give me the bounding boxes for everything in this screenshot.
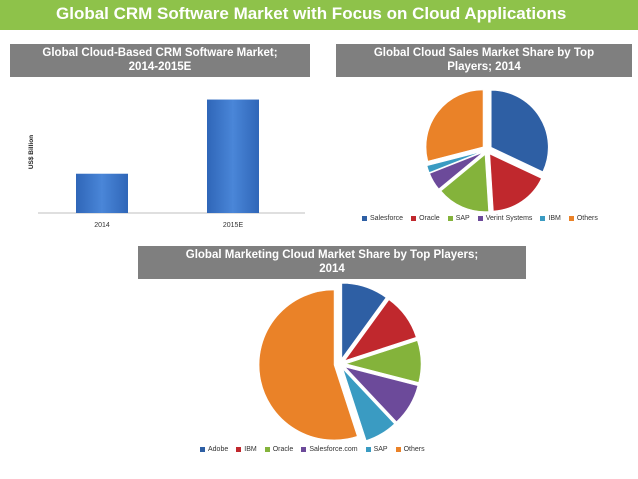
page-title: Global CRM Software Market with Focus on… <box>56 4 567 23</box>
legend-label: Salesforce.com <box>309 446 358 453</box>
title-banner: Global CRM Software Market with Focus on… <box>0 0 638 30</box>
sales-pie-slice-others <box>425 89 484 162</box>
marketing-pie-slice-adobe <box>341 282 387 360</box>
bar-chart-title: Global Cloud-Based CRM Software Market; … <box>10 44 310 77</box>
legend-swatch <box>447 216 453 221</box>
legend-item: Adobe <box>200 446 228 453</box>
legend-item: Salesforce.com <box>301 446 358 453</box>
legend-item: Oracle <box>264 446 294 453</box>
legend-item: Verint Systems <box>477 215 533 222</box>
sales-pie-slice-verint-systems <box>429 152 483 190</box>
bar-chart-title-line1: Global Cloud-Based CRM Software Market; <box>42 47 278 59</box>
bar-chart-title-line2: 2014-2015E <box>128 61 192 73</box>
legend-label: Others <box>403 446 425 453</box>
sales-pie-slice-oracle <box>489 153 542 212</box>
bar-tick-label: 2014 <box>94 222 110 229</box>
legend-swatch <box>264 447 270 452</box>
legend-swatch <box>477 216 483 221</box>
legend-label: IBM <box>244 446 257 453</box>
sales-pie-title: Global Cloud Sales Market Share by Top P… <box>336 44 632 77</box>
legend-swatch <box>236 447 242 452</box>
marketing-pie-slice-salesforce-com <box>344 366 419 423</box>
legend-item: SAP <box>365 446 388 453</box>
legend-swatch <box>568 216 574 221</box>
bar-2014 <box>76 173 128 213</box>
legend-item: Oracle <box>411 215 440 222</box>
marketing-pie-slice-sap <box>342 368 395 441</box>
legend-swatch <box>540 216 546 221</box>
legend-label: Others <box>576 215 598 222</box>
marketing-pie-title: Global Marketing Cloud Market Share by T… <box>138 246 526 279</box>
bar-2015E <box>207 99 259 213</box>
legend-item: Others <box>568 215 598 222</box>
sales-pie-title-line2: Players; 2014 <box>447 61 521 73</box>
legend-label: IBM <box>548 215 561 222</box>
sales-pie-legend: Salesforce Oracle SAP Verint Systems IBM Othe… <box>362 215 606 222</box>
legend-swatch <box>395 447 401 452</box>
legend-swatch <box>200 447 205 452</box>
marketing-pie-title-line1: Global Marketing Cloud Market Share by T… <box>185 249 479 261</box>
legend-item: IBM <box>236 446 257 453</box>
legend-label: SAP <box>373 446 388 453</box>
legend-item: Others <box>395 446 425 453</box>
legend-swatch <box>411 216 417 221</box>
marketing-pie-slice-ibm <box>344 299 417 362</box>
sales-pie-slice-salesforce <box>490 90 549 172</box>
legend-item: Salesforce <box>362 215 403 222</box>
marketing-pie-slice-oracle <box>344 340 422 383</box>
sales-pie-slice-ibm <box>426 151 483 173</box>
legend-item: SAP <box>447 215 470 222</box>
legend-label: Salesforce <box>370 215 404 222</box>
sales-pie-slice-sap <box>440 153 489 212</box>
legend-label: Oracle <box>272 446 294 453</box>
marketing-pie-slice-others <box>258 289 358 441</box>
marketing-pie-legend: Adobe IBM Oracle Salesforce.com SAP Others <box>200 446 433 453</box>
bar-tick-label: 2015E <box>223 222 244 229</box>
legend-swatch <box>365 447 371 452</box>
legend-swatch <box>301 447 307 452</box>
sales-pie-title-line1: Global Cloud Sales Market Share by Top <box>373 47 595 59</box>
legend-item: IBM <box>540 215 561 222</box>
legend-swatch <box>362 216 367 221</box>
marketing-pie-title-line2: 2014 <box>319 263 345 275</box>
legend-label: Oracle <box>419 215 440 222</box>
legend-label: Verint Systems <box>485 215 533 222</box>
legend-label: SAP <box>455 215 470 222</box>
legend-label: Adobe <box>208 446 229 453</box>
bar-y-axis-label: US$ Billion <box>28 135 35 169</box>
